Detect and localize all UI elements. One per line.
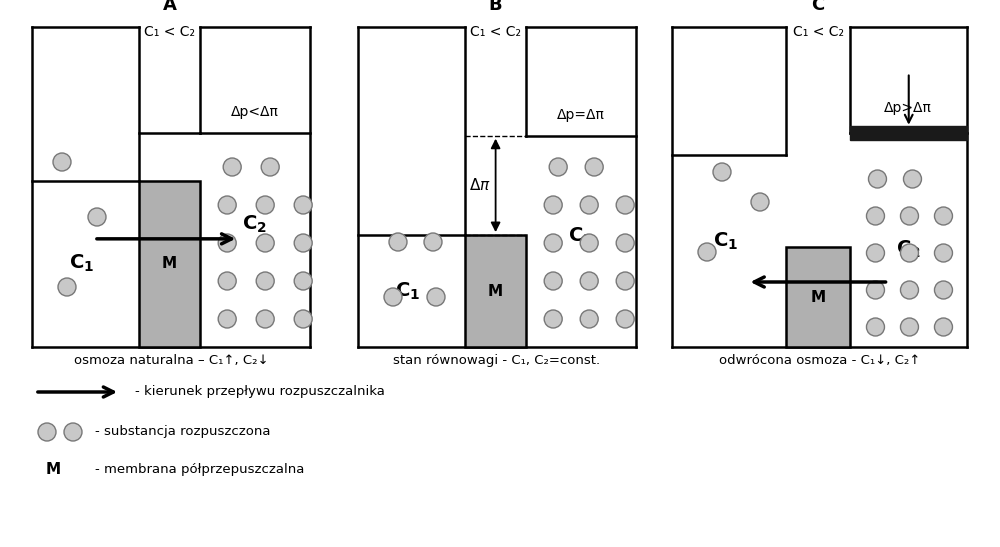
Circle shape — [261, 158, 279, 176]
Text: - substancja rozpuszczona: - substancja rozpuszczona — [95, 426, 270, 439]
Text: $\mathbf{C_2}$: $\mathbf{C_2}$ — [242, 214, 267, 235]
Circle shape — [866, 318, 884, 336]
Circle shape — [616, 272, 634, 290]
Circle shape — [294, 310, 312, 328]
Circle shape — [427, 288, 445, 306]
Text: C: C — [811, 0, 825, 14]
Text: A: A — [163, 0, 177, 14]
Text: odwrócona osmoza - C₁↓, C₂↑: odwrócona osmoza - C₁↓, C₂↑ — [719, 354, 920, 367]
Circle shape — [58, 278, 76, 296]
Text: C₁ < C₂: C₁ < C₂ — [793, 25, 844, 39]
Circle shape — [713, 163, 731, 181]
Text: $\mathbf{C_1}$: $\mathbf{C_1}$ — [713, 230, 738, 252]
Text: - membrana półprzepuszczalna: - membrana półprzepuszczalna — [95, 463, 304, 475]
Circle shape — [866, 244, 884, 262]
Circle shape — [544, 310, 562, 328]
Circle shape — [544, 272, 562, 290]
Text: $\Delta\pi$: $\Delta\pi$ — [469, 177, 491, 194]
Circle shape — [585, 158, 603, 176]
Circle shape — [424, 233, 442, 251]
Circle shape — [866, 281, 884, 299]
Text: $\mathbf{C_1}$: $\mathbf{C_1}$ — [395, 281, 421, 301]
Circle shape — [934, 244, 952, 262]
Text: $\mathbf{C_2}$: $\mathbf{C_2}$ — [568, 226, 593, 247]
Circle shape — [616, 234, 634, 252]
Circle shape — [903, 170, 921, 188]
Circle shape — [256, 196, 274, 214]
Text: Δp<Δπ: Δp<Δπ — [230, 104, 278, 119]
Circle shape — [53, 153, 71, 171]
Circle shape — [580, 272, 598, 290]
Text: M: M — [488, 283, 503, 299]
Text: stan równowagi - C₁, C₂=const.: stan równowagi - C₁, C₂=const. — [393, 354, 601, 367]
Text: M: M — [162, 257, 177, 271]
Bar — [139, 181, 200, 347]
Bar — [786, 247, 850, 347]
Circle shape — [256, 234, 274, 252]
Text: $\mathbf{C_2}$: $\mathbf{C_2}$ — [896, 239, 920, 260]
Text: B: B — [489, 0, 502, 14]
Circle shape — [698, 243, 716, 261]
Circle shape — [223, 158, 241, 176]
Circle shape — [544, 196, 562, 214]
Bar — [850, 126, 967, 139]
Circle shape — [256, 310, 274, 328]
Circle shape — [88, 208, 106, 226]
Circle shape — [868, 170, 886, 188]
Circle shape — [866, 207, 884, 225]
Bar — [465, 235, 526, 347]
Text: C₁ < C₂: C₁ < C₂ — [144, 25, 195, 39]
Circle shape — [64, 423, 82, 441]
Circle shape — [549, 158, 567, 176]
Circle shape — [384, 288, 402, 306]
Circle shape — [218, 196, 236, 214]
Circle shape — [580, 196, 598, 214]
Circle shape — [580, 234, 598, 252]
Circle shape — [616, 196, 634, 214]
Circle shape — [544, 234, 562, 252]
Circle shape — [218, 272, 236, 290]
Circle shape — [900, 318, 918, 336]
Circle shape — [294, 196, 312, 214]
Circle shape — [751, 193, 769, 211]
Circle shape — [580, 310, 598, 328]
Text: osmoza naturalna – C₁↑, C₂↓: osmoza naturalna – C₁↑, C₂↓ — [74, 354, 268, 367]
Text: $\mathbf{M}$: $\mathbf{M}$ — [45, 461, 61, 477]
Circle shape — [616, 310, 634, 328]
Circle shape — [900, 244, 918, 262]
Circle shape — [294, 234, 312, 252]
Circle shape — [256, 272, 274, 290]
Text: Δp=Δπ: Δp=Δπ — [556, 108, 604, 122]
Text: $\mathbf{C_1}$: $\mathbf{C_1}$ — [69, 253, 95, 275]
Circle shape — [900, 207, 918, 225]
Text: C₁ < C₂: C₁ < C₂ — [470, 25, 521, 39]
Circle shape — [900, 281, 918, 299]
Circle shape — [934, 207, 952, 225]
Circle shape — [218, 310, 236, 328]
Circle shape — [294, 272, 312, 290]
Text: Δp>Δπ: Δp>Δπ — [884, 101, 932, 115]
Text: - kierunek przepływu rozpuszczalnika: - kierunek przepływu rozpuszczalnika — [135, 386, 385, 399]
Circle shape — [389, 233, 407, 251]
Text: M: M — [810, 289, 826, 305]
Circle shape — [934, 318, 952, 336]
Circle shape — [218, 234, 236, 252]
Circle shape — [38, 423, 56, 441]
Circle shape — [934, 281, 952, 299]
